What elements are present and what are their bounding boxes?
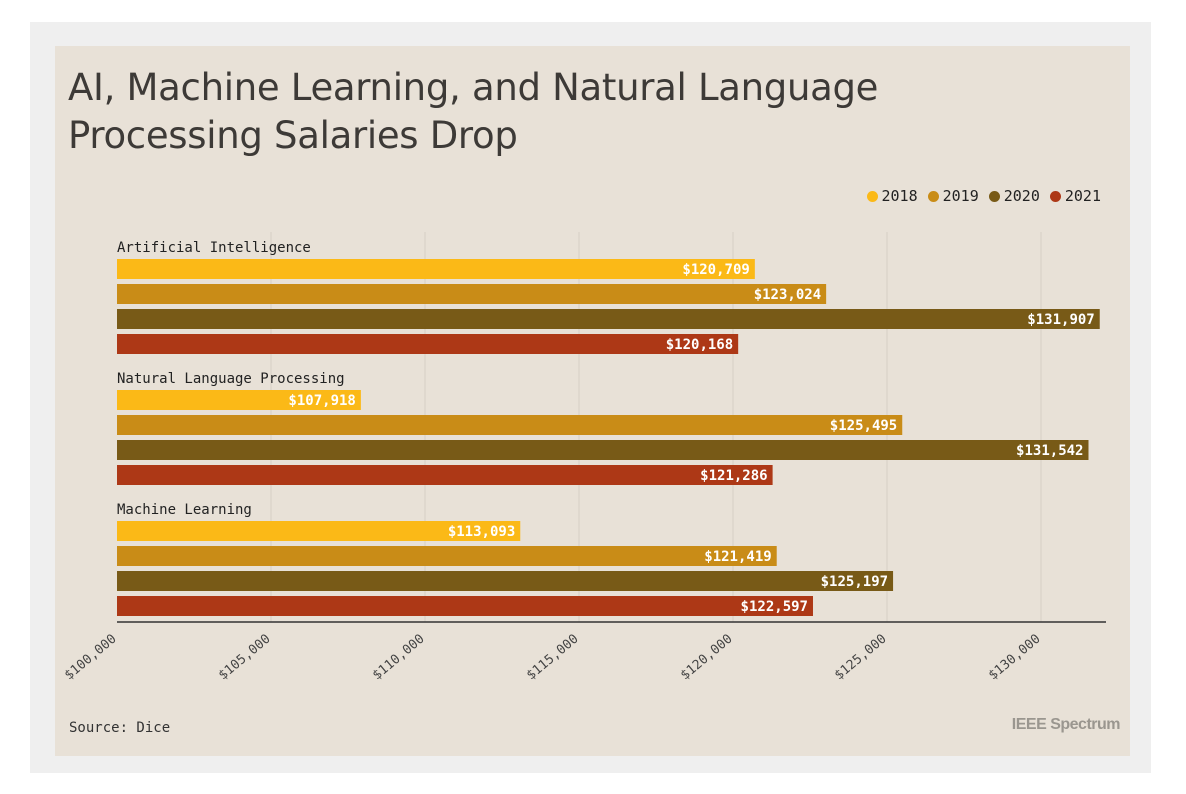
bar [117, 259, 755, 279]
bar-value-label: $120,168 [666, 337, 733, 353]
legend-swatch-2020 [988, 190, 1000, 202]
bar [117, 334, 739, 354]
brand-logo: IEEE Spectrum [1011, 716, 1121, 733]
bar-value-label: $121,419 [704, 549, 771, 565]
bar [117, 390, 361, 410]
bar-value-label: $107,918 [288, 393, 355, 409]
bar [117, 440, 1089, 460]
bar-value-label: $131,907 [1027, 312, 1094, 328]
bar-value-label: $123,024 [754, 287, 821, 303]
bar [117, 546, 777, 566]
category-label: Artificial Intelligence [117, 240, 311, 256]
bar-value-label: $122,597 [741, 599, 808, 615]
legend-swatch-2021 [1049, 190, 1061, 202]
legend-label-2019: 2019 [942, 187, 979, 205]
bar-value-label: $113,093 [448, 524, 515, 540]
legend-label-2020: 2020 [1003, 187, 1040, 205]
x-tick-label: $120,000 [678, 632, 736, 684]
bar [117, 415, 903, 435]
legend-swatch-2018 [866, 190, 878, 202]
legend-item-2019: 2019 [927, 187, 979, 205]
legend-label-2018: 2018 [881, 187, 918, 205]
legend-swatch-2019 [927, 190, 939, 202]
bar [117, 596, 813, 616]
legend: 2018 2019 2020 2021 [866, 187, 1101, 205]
bar [117, 465, 773, 485]
category-label: Machine Learning [117, 502, 252, 518]
bar-value-label: $125,495 [830, 418, 897, 434]
legend-label-2021: 2021 [1064, 187, 1101, 205]
x-tick-label: $125,000 [832, 632, 890, 684]
x-tick-label: $115,000 [524, 632, 582, 684]
x-tick-label: $110,000 [370, 632, 428, 684]
bar-value-label: $125,197 [821, 574, 888, 590]
legend-item-2021: 2021 [1049, 187, 1101, 205]
x-tick-label: $105,000 [216, 632, 274, 684]
bar [117, 521, 521, 541]
x-tick-label: $130,000 [986, 632, 1044, 684]
legend-item-2020: 2020 [988, 187, 1040, 205]
legend-item-2018: 2018 [866, 187, 918, 205]
x-tick-label: $100,000 [62, 632, 120, 684]
category-label: Natural Language Processing [117, 371, 345, 387]
bar [117, 309, 1100, 329]
bar [117, 571, 894, 591]
chart-title: AI, Machine Learning, and Natural Langua… [68, 66, 879, 157]
bar [117, 284, 827, 304]
bar-value-label: $120,709 [682, 262, 749, 278]
bar-value-label: $121,286 [700, 468, 767, 484]
source-note: Source: Dice [69, 720, 171, 736]
bar-value-label: $131,542 [1016, 443, 1083, 459]
